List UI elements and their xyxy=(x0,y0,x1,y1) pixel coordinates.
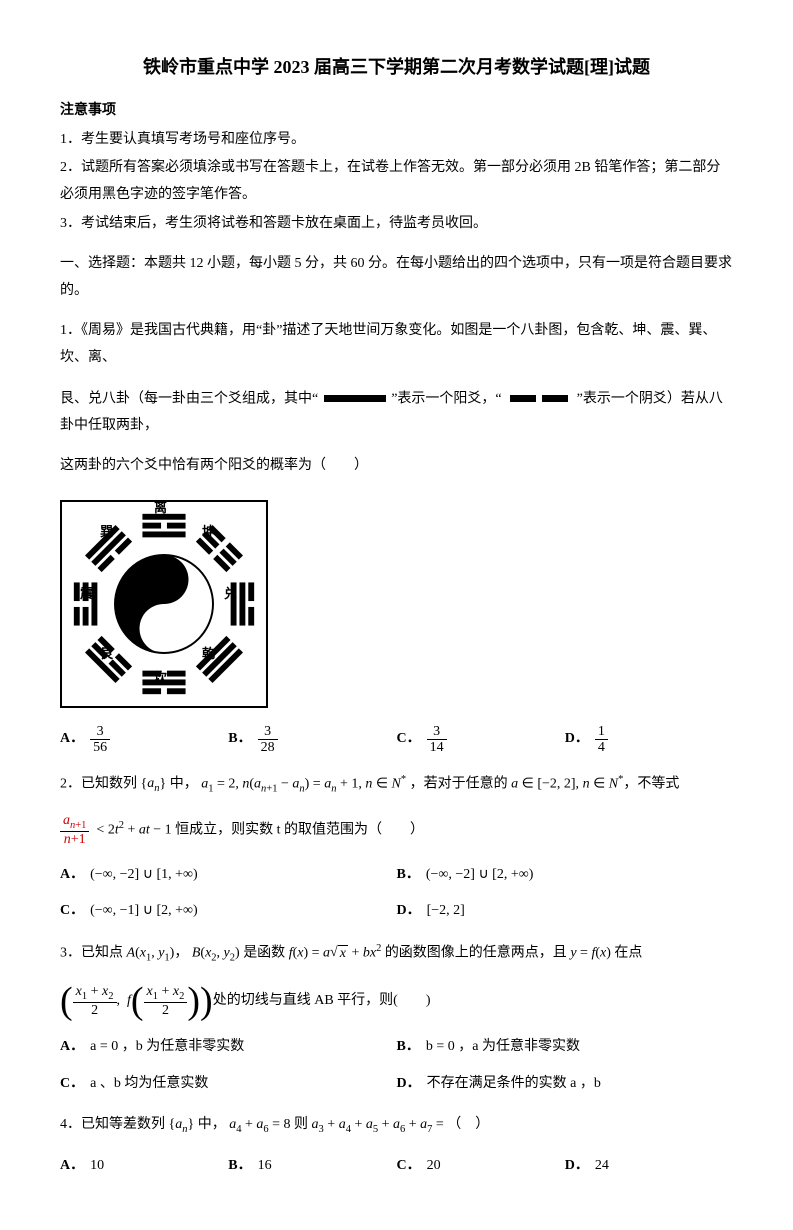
question-3: 3．已知点 A(x1, y1)， B(x2, y2) 是函数 f(x) = a√… xyxy=(60,939,733,1098)
q1-line1: 1．《周易》是我国古代典籍，用“卦”描述了天地世间万象变化。如图是一个八卦图，包… xyxy=(60,318,733,371)
option-d: D．24 xyxy=(565,1153,733,1180)
option-label: A． xyxy=(60,862,84,889)
text: ， xyxy=(174,946,188,961)
option-d: D．不存在满足条件的实数 a ，b xyxy=(397,1071,734,1098)
option-text: (−∞, −1] ∪ [2, +∞) xyxy=(90,898,198,925)
option-label: D． xyxy=(397,898,421,925)
q3-options: A．a = 0 ，b 为任意非零实数 B．b = 0 ，a 为任意非零实数 xyxy=(60,1034,733,1061)
frac-den: 4 xyxy=(595,740,608,755)
option-c: C．a 、b 均为任意实数 xyxy=(60,1071,397,1098)
option-label: B． xyxy=(228,1153,251,1180)
option-b: B． 328 xyxy=(228,724,396,756)
option-text: 20 xyxy=(427,1153,441,1180)
q3-line2: ( x1 + x22 , f ( x1 + x22 ) ) 处的切线与直线 AB… xyxy=(60,982,733,1020)
frac-num: 3 xyxy=(90,724,110,740)
option-label: A． xyxy=(60,1153,84,1180)
option-text: 16 xyxy=(258,1153,272,1180)
frac-den: 28 xyxy=(258,740,278,755)
option-label: C． xyxy=(397,726,421,753)
section-intro: 一、选择题：本题共 12 小题，每小题 5 分，共 60 分。在每小题给出的四个… xyxy=(60,251,733,304)
option-text: a = 0 ，b 为任意非零实数 xyxy=(90,1034,244,1061)
option-text: 不存在满足条件的实数 a ，b xyxy=(427,1071,601,1098)
option-c: C． 314 xyxy=(397,724,565,756)
option-label: C． xyxy=(397,1153,421,1180)
text: 在点 xyxy=(611,946,643,961)
frac-num: 3 xyxy=(427,724,447,740)
option-text: (−∞, −2] ∪ [2, +∞) xyxy=(426,862,534,889)
option-b: B．b = 0 ，a 为任意非零实数 xyxy=(397,1034,734,1061)
q3-line1: 3．已知点 A(x1, y1)， B(x2, y2) 是函数 f(x) = a√… xyxy=(60,939,733,968)
q3-options-row2: C．a 、b 均为任意实数 D．不存在满足条件的实数 a ，b xyxy=(60,1071,733,1098)
text: 处的切线与直线 AB 平行，则( ) xyxy=(213,988,431,1015)
text: ，不等式 xyxy=(623,776,679,791)
text: ，若对于任意的 xyxy=(410,776,512,791)
q1-options: A． 356 B． 328 C． 314 D． 14 xyxy=(60,724,733,756)
q2-options-row2: C．(−∞, −1] ∪ [2, +∞) D．[−2, 2] xyxy=(60,898,733,925)
page-title: 铁岭市重点中学 2023 届高三下学期第二次月考数学试题[理]试题 xyxy=(60,50,733,84)
question-1: 1．《周易》是我国古代典籍，用“卦”描述了天地世间万象变化。如图是一个八卦图，包… xyxy=(60,318,733,755)
note-line: 2．试题所有答案必须填涂或书写在答题卡上，在试卷上作答无效。第一部分必须用 2B… xyxy=(60,155,733,208)
option-text: 10 xyxy=(90,1153,104,1180)
q2-options: A．(−∞, −2] ∪ [1, +∞) B．(−∞, −2] ∪ [2, +∞… xyxy=(60,862,733,889)
option-text: b = 0 ，a 为任意非零实数 xyxy=(426,1034,580,1061)
text: 则 xyxy=(291,1117,312,1132)
option-text: [−2, 2] xyxy=(427,898,465,925)
option-b: B．(−∞, −2] ∪ [2, +∞) xyxy=(397,862,734,889)
text: 的函数图像上的任意两点，且 xyxy=(385,946,571,961)
option-label: A． xyxy=(60,1034,84,1061)
text: } 中， xyxy=(159,776,197,791)
notes-block: 注意事项 1．考生要认真填写考场号和座位序号。 2．试题所有答案必须填涂或书写在… xyxy=(60,98,733,237)
q4-options: A．10 B． 16 C．20 D．24 xyxy=(60,1153,733,1180)
option-label: D． xyxy=(565,1153,589,1180)
q4-text: 4．已知等差数列 {an} 中， a4 + a6 = 8 则 a3 + a4 +… xyxy=(60,1112,733,1140)
text: 恒成立，则实数 t 的取值范围为（ ） xyxy=(172,823,424,838)
q1-t2a: 艮、兑八卦（每一卦由三个爻组成，其中“ xyxy=(60,391,318,406)
q2-line1: 2．已知数列 {an} 中， a1 = 2, n(an+1 − an) = an… xyxy=(60,770,733,799)
option-label: C． xyxy=(60,898,84,925)
notes-header: 注意事项 xyxy=(60,103,116,118)
q1-line3: 这两卦的六个爻中恰有两个阳爻的概率为（ ） xyxy=(60,453,733,480)
q2-line2: an+1n+1 < 2t2 + at − 1 恒成立，则实数 t 的取值范围为（… xyxy=(60,813,733,848)
text: 是函数 xyxy=(240,946,289,961)
frac-num: 3 xyxy=(258,724,278,740)
point-expr: ( x1 + x22 , f ( x1 + x22 ) ) xyxy=(60,982,213,1020)
option-label: B． xyxy=(228,726,251,753)
option-d: D． 14 xyxy=(565,724,733,756)
note-line: 3．考试结束后，考生须将试卷和答题卡放在桌面上，待监考员收回。 xyxy=(60,211,733,238)
text: 4．已知等差数列 { xyxy=(60,1117,175,1132)
note-line: 1．考生要认真填写考场号和座位序号。 xyxy=(60,127,733,154)
text: 2．已知数列 { xyxy=(60,776,147,791)
option-d: D．[−2, 2] xyxy=(397,898,734,925)
option-label: B． xyxy=(397,1034,420,1061)
frac-den: 56 xyxy=(90,740,110,755)
option-label: A． xyxy=(60,726,84,753)
option-text: (−∞, −2] ∪ [1, +∞) xyxy=(90,862,198,889)
option-text: a 、b 均为任意实数 xyxy=(90,1071,208,1098)
option-label: D． xyxy=(397,1071,421,1098)
option-label: B． xyxy=(397,862,420,889)
option-a: A．10 xyxy=(60,1153,228,1180)
option-text: 24 xyxy=(595,1153,609,1180)
frac-den: 14 xyxy=(427,740,447,755)
option-c: C．20 xyxy=(397,1153,565,1180)
yang-yao-icon xyxy=(324,395,386,402)
option-a: A．a = 0 ，b 为任意非零实数 xyxy=(60,1034,397,1061)
option-a: A．(−∞, −2] ∪ [1, +∞) xyxy=(60,862,397,889)
bagua-figure: 离 坤 兑 乾 坎 艮 震 巽 xyxy=(60,500,268,708)
yin-yao-icon xyxy=(507,386,571,413)
option-a: A． 356 xyxy=(60,724,228,756)
q1-line2: 艮、兑八卦（每一卦由三个爻组成，其中“ ”表示一个阳爻，“ ”表示一个阴爻）若从… xyxy=(60,386,733,440)
question-2: 2．已知数列 {an} 中， a1 = 2, n(an+1 − an) = an… xyxy=(60,770,733,925)
option-b: B． 16 xyxy=(228,1153,396,1180)
text: 3．已知点 xyxy=(60,946,127,961)
option-label: C． xyxy=(60,1071,84,1098)
option-label: D． xyxy=(565,726,589,753)
q1-t2b: ”表示一个阳爻，“ xyxy=(391,391,501,406)
frac-num: 1 xyxy=(595,724,608,740)
text: = （ ） xyxy=(432,1117,489,1132)
option-c: C．(−∞, −1] ∪ [2, +∞) xyxy=(60,898,397,925)
text: } 中， xyxy=(187,1117,225,1132)
